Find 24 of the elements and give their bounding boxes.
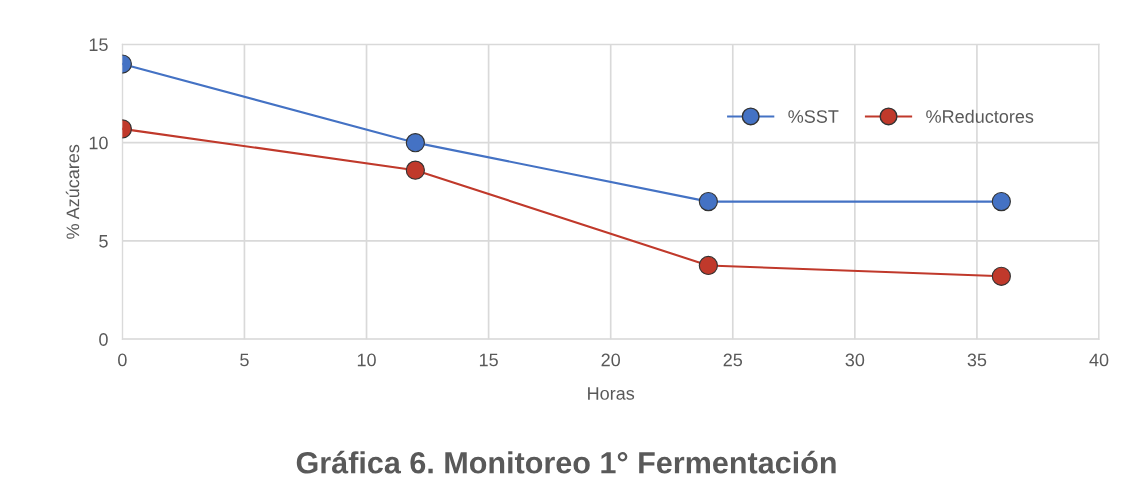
y-tick-label: 0 [99,333,108,346]
point [405,160,425,180]
legend-label: %SST [788,110,839,123]
point [698,191,718,212]
x-tick-label: 30 [845,353,865,367]
point [405,133,425,153]
y-tick-label: 15 [89,38,108,52]
x-tick-label: 5 [240,353,249,367]
x-axis-title: Horas [588,387,635,400]
y-tick-label: 5 [99,235,108,248]
y-tick-label: 10 [89,136,108,150]
x-tick-label: 35 [967,353,987,367]
x-tick-label: 10 [357,353,376,367]
point [698,255,718,276]
point [991,191,1011,212]
y-axis-title: % Azúcares [65,144,80,239]
legend-label: %Reductores [926,109,1034,123]
x-tick-label: 0 [118,353,127,367]
x-tick-label: 25 [723,353,743,367]
point [991,266,1011,286]
text: Gráfica 6. Monitoreo 1° Fermentación [296,450,836,474]
x-tick-label: 15 [479,353,498,367]
x-tick-label: 40 [1089,353,1109,367]
x-tick-label: 20 [601,353,621,367]
